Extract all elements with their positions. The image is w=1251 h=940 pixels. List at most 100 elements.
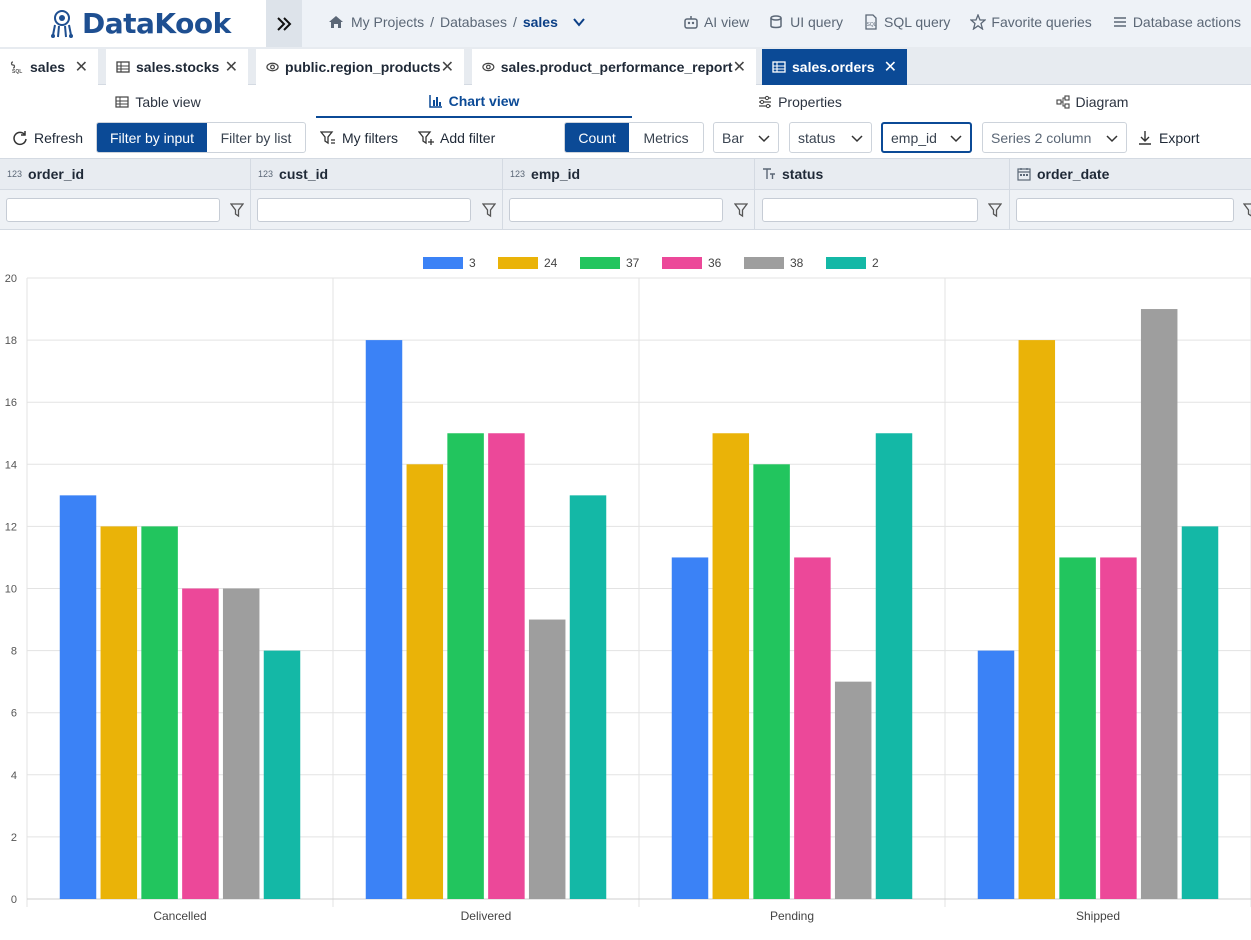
metrics-button[interactable]: Metrics xyxy=(643,129,689,146)
filter-cell-status xyxy=(755,190,1010,229)
sql-query-link[interactable]: SQL SQL query xyxy=(863,14,950,30)
filter-cell-order-date xyxy=(1010,190,1251,229)
tab-properties[interactable]: Properties xyxy=(632,85,968,118)
database-icon xyxy=(770,15,782,29)
y-tick-label: 2 xyxy=(11,832,17,844)
view-icon xyxy=(482,62,495,72)
column-header-order-date[interactable]: order_date xyxy=(1010,159,1251,189)
aggregation-toggle: Count Metrics xyxy=(564,122,704,153)
text-type-icon xyxy=(763,168,775,179)
refresh-icon xyxy=(13,130,27,145)
chevron-down-icon[interactable] xyxy=(572,15,586,29)
ui-query-link[interactable]: UI query xyxy=(769,14,843,30)
breadcrumb-separator: / xyxy=(430,14,435,30)
add-filter-button[interactable]: Add filter xyxy=(418,122,495,153)
database-actions-link[interactable]: Database actions xyxy=(1112,14,1241,30)
chevron-down-icon xyxy=(1106,134,1118,142)
series-2-column-select[interactable]: Series 2 column xyxy=(982,122,1127,153)
filter-by-input-button[interactable]: Filter by input xyxy=(97,123,207,152)
add-filter-label: Add filter xyxy=(440,129,496,146)
ui-query-label: UI query xyxy=(790,14,844,30)
filter-input-emp-id[interactable] xyxy=(509,198,723,222)
bar xyxy=(406,464,444,899)
x-tick-label: Delivered xyxy=(461,909,512,923)
tab-sales[interactable]: SQL sales ✕ xyxy=(0,49,98,85)
y-tick-label: 14 xyxy=(5,459,17,471)
tab-sales-orders[interactable]: sales.orders ✕ xyxy=(762,49,907,85)
tab-sales-product-performance-report[interactable]: sales.product_performance_report ✕ xyxy=(472,49,756,85)
breadcrumb-projects[interactable]: My Projects xyxy=(351,14,425,30)
filter-input-cust-id[interactable] xyxy=(257,198,471,222)
column-name: status xyxy=(782,166,824,182)
tab-public-region-products[interactable]: public.region_products ✕ xyxy=(256,49,464,85)
filter-input-status[interactable] xyxy=(762,198,978,222)
home-icon xyxy=(329,16,343,28)
y-tick-label: 8 xyxy=(11,646,17,658)
close-icon[interactable]: ✕ xyxy=(883,59,897,76)
tab-table-view[interactable]: Table view xyxy=(0,85,316,118)
sql-icon: SQL xyxy=(10,61,22,74)
column-header-cust-id[interactable]: 123 cust_id xyxy=(251,159,503,189)
series-2-placeholder: Series 2 column xyxy=(991,129,1092,146)
bar xyxy=(182,588,219,899)
bar xyxy=(1018,340,1056,900)
view-switcher: Table view Chart view Properties Diagram xyxy=(0,85,1251,118)
filter-cell-emp-id xyxy=(503,190,755,229)
legend-swatch xyxy=(662,257,702,269)
breadcrumb-current[interactable]: sales xyxy=(522,14,558,30)
column-header-order-id[interactable]: 123 order_id xyxy=(0,159,251,189)
column-name: emp_id xyxy=(531,166,581,182)
table-icon xyxy=(115,95,129,108)
tab-label: Diagram xyxy=(1075,93,1129,110)
bar xyxy=(528,619,566,899)
breadcrumb-databases[interactable]: Databases xyxy=(440,14,507,30)
chart-toolbar: Refresh Filter by input Filter by list M… xyxy=(0,118,1251,158)
filter-cell-order-id xyxy=(0,190,251,229)
top-bar: DataKook My Projects / Databases / sales… xyxy=(0,0,1251,47)
svg-text:SQL: SQL xyxy=(867,22,877,28)
logo[interactable]: DataKook xyxy=(0,0,266,47)
filter-icon[interactable] xyxy=(482,202,496,218)
filter-icon[interactable] xyxy=(734,202,748,218)
count-button[interactable]: Count xyxy=(565,123,630,152)
filter-icon[interactable] xyxy=(230,202,244,218)
x-column-select[interactable]: status xyxy=(789,122,872,153)
filter-input-order-id[interactable] xyxy=(6,198,220,222)
bar xyxy=(222,588,260,899)
refresh-button[interactable]: Refresh xyxy=(12,122,83,153)
bar xyxy=(1181,526,1219,899)
my-filters-button[interactable]: My filters xyxy=(320,122,398,153)
x-tick-label: Shipped xyxy=(1076,909,1120,923)
y-tick-label: 16 xyxy=(5,397,17,409)
chart-type-select[interactable]: Bar xyxy=(713,122,779,153)
filter-icon[interactable] xyxy=(1243,202,1251,218)
filter-by-list-button[interactable]: Filter by list xyxy=(220,129,292,146)
favorite-queries-label: Favorite queries xyxy=(991,14,1092,30)
favorite-queries-link[interactable]: Favorite queries xyxy=(970,14,1092,30)
column-name: order_id xyxy=(28,166,85,182)
ai-view-link[interactable]: AI view xyxy=(683,14,749,30)
view-icon xyxy=(266,62,279,72)
y-tick-label: 20 xyxy=(5,273,17,285)
close-icon[interactable]: ✕ xyxy=(440,59,454,76)
chevron-down-icon xyxy=(758,134,770,142)
close-icon[interactable]: ✕ xyxy=(224,59,238,76)
column-header-status[interactable]: status xyxy=(755,159,1010,189)
tab-diagram[interactable]: Diagram xyxy=(968,85,1216,118)
filter-icon[interactable] xyxy=(988,202,1002,218)
filter-mode-toggle: Filter by input Filter by list xyxy=(96,122,306,153)
column-header-emp-id[interactable]: 123 emp_id xyxy=(503,159,755,189)
tab-sales-stocks[interactable]: sales.stocks ✕ xyxy=(106,49,248,85)
numeric-type-icon: 123 xyxy=(7,169,23,179)
close-icon[interactable]: ✕ xyxy=(74,59,88,76)
close-icon[interactable]: ✕ xyxy=(732,59,746,76)
filter-input-order-date[interactable] xyxy=(1016,198,1234,222)
series-column-select[interactable]: emp_id xyxy=(881,122,972,153)
legend-label: 3 xyxy=(469,256,476,270)
column-name: order_date xyxy=(1037,166,1110,182)
tab-chart-view[interactable]: Chart view xyxy=(316,85,632,118)
export-button[interactable]: Export xyxy=(1137,122,1199,153)
bar xyxy=(1059,557,1096,899)
expand-sidebar-button[interactable] xyxy=(266,0,302,47)
